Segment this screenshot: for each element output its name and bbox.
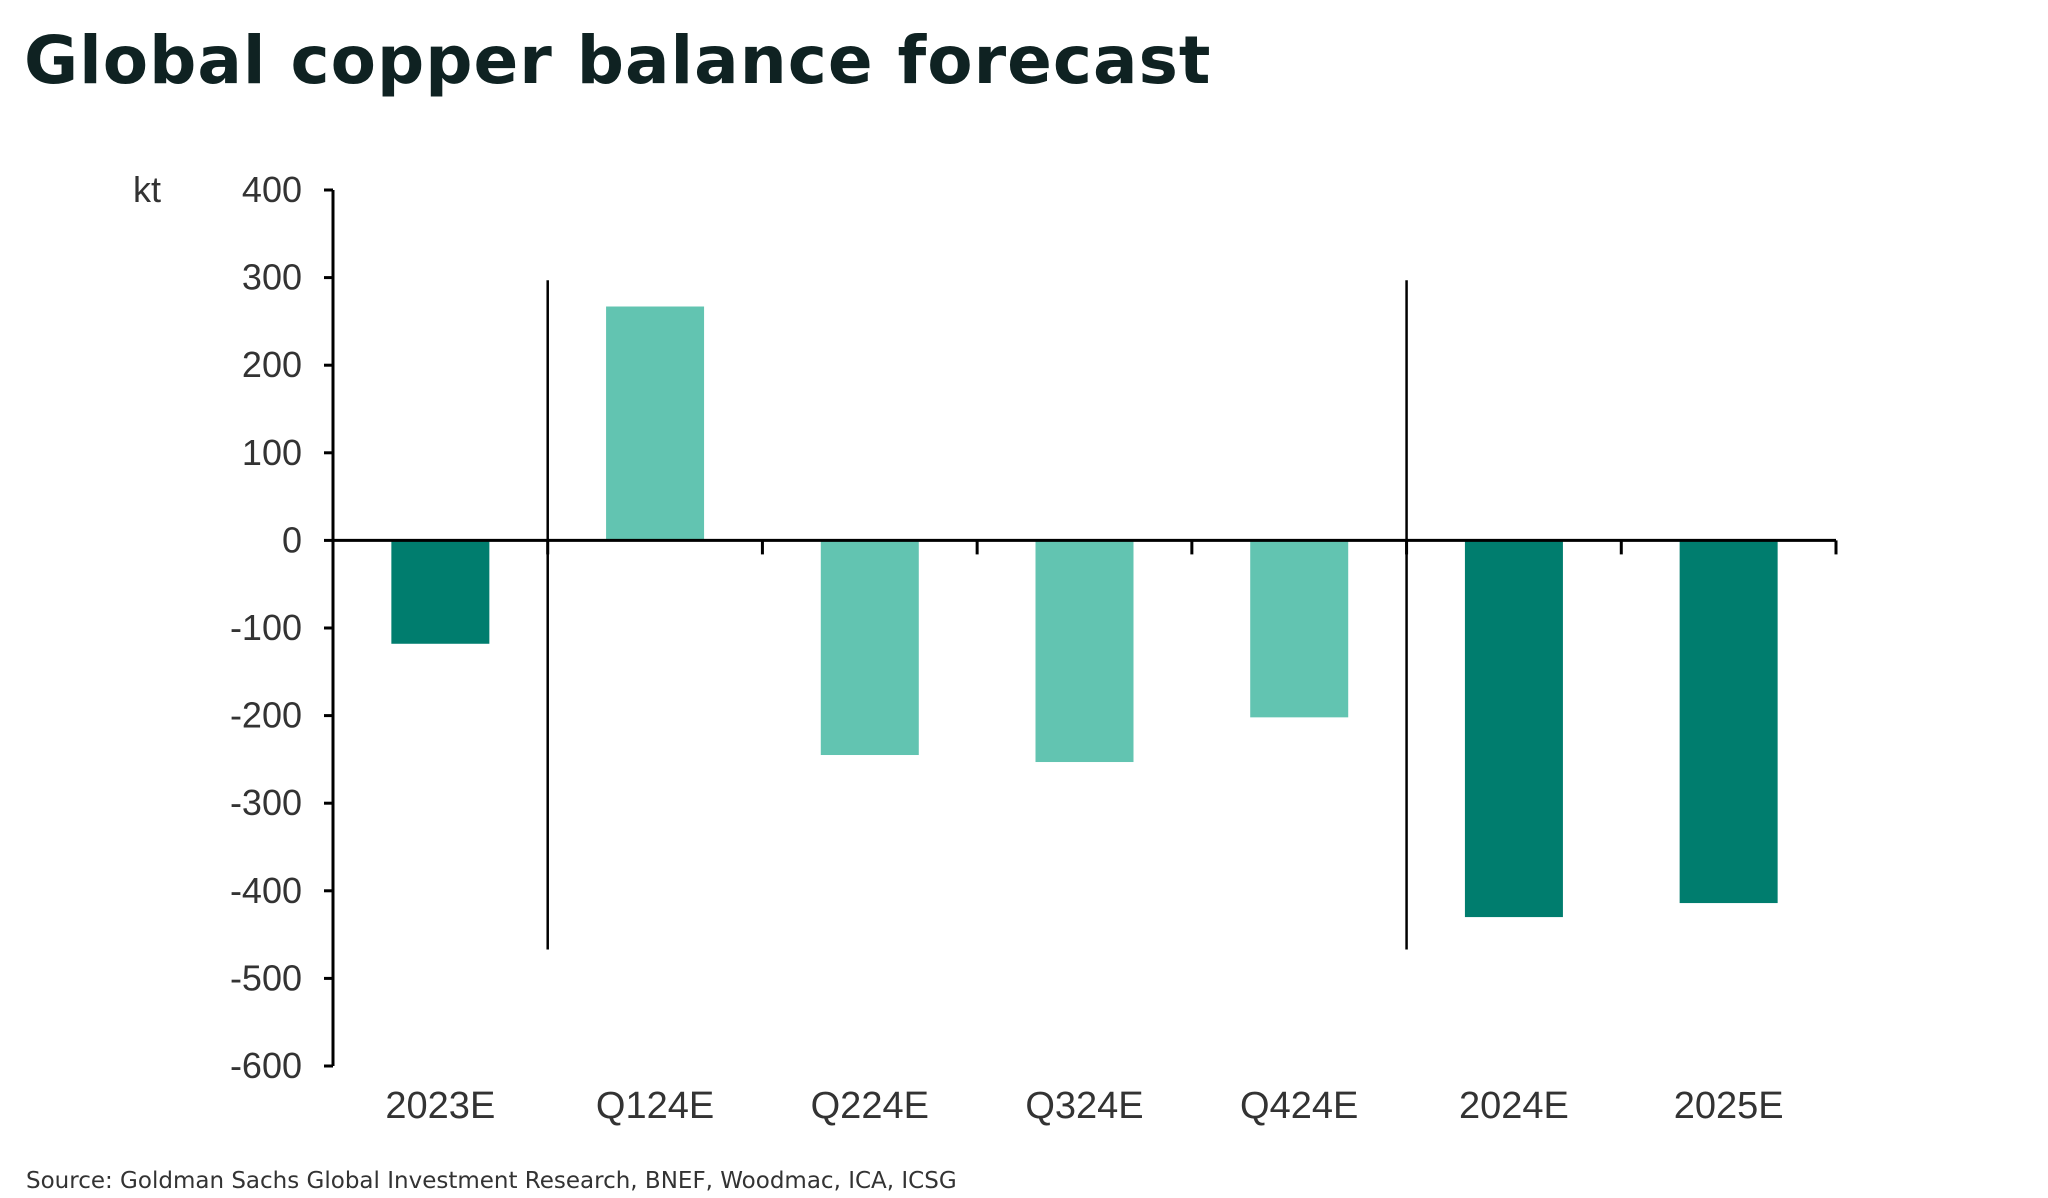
x-tick-label-q324e: Q324E [1025,1085,1143,1127]
y-tick-label: -600 [230,1045,302,1086]
y-tick-label: -400 [230,870,302,911]
x-tick-label-q224e: Q224E [811,1085,929,1127]
bar-q424e [1250,540,1349,718]
y-axis-unit-label: kt [133,169,161,210]
bar-q124e [606,306,705,541]
y-tick-label: 200 [242,344,302,385]
bars-layer [391,306,1778,918]
y-tick-label: -500 [230,957,302,998]
y-tick-label: 400 [242,169,302,210]
y-tick-label: 100 [242,432,302,473]
bar-2023e [391,540,490,644]
bar-chart: 400 300 200 100 0 -100 -200 -300 -400 -500 -600 kt 2… [133,169,1838,1127]
x-tick-label-2025e: 2025E [1674,1085,1784,1127]
x-tick-label-2023e: 2023E [385,1085,495,1127]
y-tick-label: 0 [282,519,302,560]
x-tick-label-2024e: 2024E [1459,1085,1569,1127]
bar-q224e [820,540,919,756]
y-tick-label: 300 [242,257,302,298]
source-note: Source: Goldman Sachs Global Investment … [26,1168,957,1194]
x-tick-label-q424e: Q424E [1240,1085,1358,1127]
chart-title: Global copper balance forecast [24,22,1212,99]
labels-layer: 400 300 200 100 0 -100 -200 -300 -400 -500 -600 kt 2… [133,169,1784,1127]
y-tick-label: -200 [230,695,302,736]
bar-2025e [1679,540,1778,904]
y-tick-label: -100 [230,607,302,648]
bar-q324e [1035,540,1134,763]
y-tick-label: -300 [230,782,302,823]
axes-layer [324,188,1838,1068]
bar-2024e [1464,540,1563,918]
x-tick-label-q124e: Q124E [596,1085,714,1127]
